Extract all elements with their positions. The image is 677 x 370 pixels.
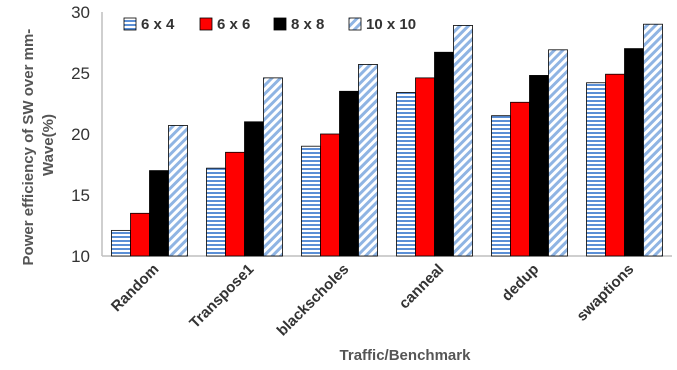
y-tick-label: 30 — [71, 3, 90, 22]
legend-swatch — [348, 17, 362, 31]
bar-6x6-transpose1 — [225, 151, 245, 257]
bar-6x6-canneal — [415, 77, 435, 257]
legend-swatch — [123, 17, 137, 31]
legend-swatch — [199, 17, 213, 31]
legend-label: 6 x 4 — [141, 16, 175, 33]
bar-10x10-transpose1 — [263, 77, 283, 257]
bar-6x4-canneal — [396, 92, 416, 257]
y-tick-label: 10 — [71, 247, 90, 266]
bar-8x8-dedup — [529, 75, 549, 257]
bar-6x6-random — [130, 212, 150, 257]
x-tick-label: Transpose1 — [186, 261, 257, 332]
bar-8x8-blackscholes — [339, 90, 359, 257]
legend-label: 6 x 6 — [217, 16, 250, 33]
x-axis-title: Traffic/Benchmark — [340, 347, 472, 364]
bar-6x4-swaptions — [586, 82, 606, 257]
y-axis-ticks: 10 15 20 25 30 — [71, 3, 90, 266]
legend-label: 8 x 8 — [291, 16, 324, 33]
x-tick-label: Random — [108, 261, 162, 315]
y-axis-title: Power efficiency of SW over mm- Wave(%) — [20, 25, 57, 266]
bar-8x8-canneal — [434, 51, 454, 257]
y-tick-label: 25 — [71, 64, 90, 83]
bar-6x4-dedup — [491, 115, 511, 257]
category-labels: Random Transpose1 blackscholes canneal dedup… — [108, 261, 637, 340]
bar-6x4-transpose1 — [206, 167, 226, 257]
x-tick-label: swaptions — [573, 261, 637, 325]
bar-6x6-dedup — [510, 101, 530, 257]
bar-8x8-swaptions — [624, 48, 644, 257]
bar-6x4-blackscholes — [301, 145, 321, 257]
bar-6x4-random — [111, 229, 131, 257]
bar-8x8-transpose1 — [244, 121, 264, 257]
bar-10x10-random — [168, 125, 188, 257]
bar-10x10-canneal — [453, 25, 473, 257]
x-tick-label: canneal — [396, 261, 448, 313]
y-tick-label: 15 — [71, 186, 90, 205]
bar-6x6-swaptions — [605, 73, 625, 257]
bar-6x6-blackscholes — [320, 133, 340, 257]
y-tick-label: 20 — [71, 125, 90, 144]
x-tick-label: blackscholes — [274, 261, 353, 340]
legend-swatch — [273, 17, 287, 31]
bar-10x10-swaptions — [643, 23, 663, 257]
bar-10x10-blackscholes — [358, 64, 378, 257]
bar-8x8-random — [149, 170, 169, 257]
legend: 6 x 4 6 x 6 8 x 8 10 x 10 — [123, 16, 416, 33]
bars-group — [111, 23, 663, 257]
bar-10x10-dedup — [548, 49, 568, 257]
x-tick-label: dedup — [498, 261, 542, 305]
legend-label: 10 x 10 — [366, 16, 416, 33]
